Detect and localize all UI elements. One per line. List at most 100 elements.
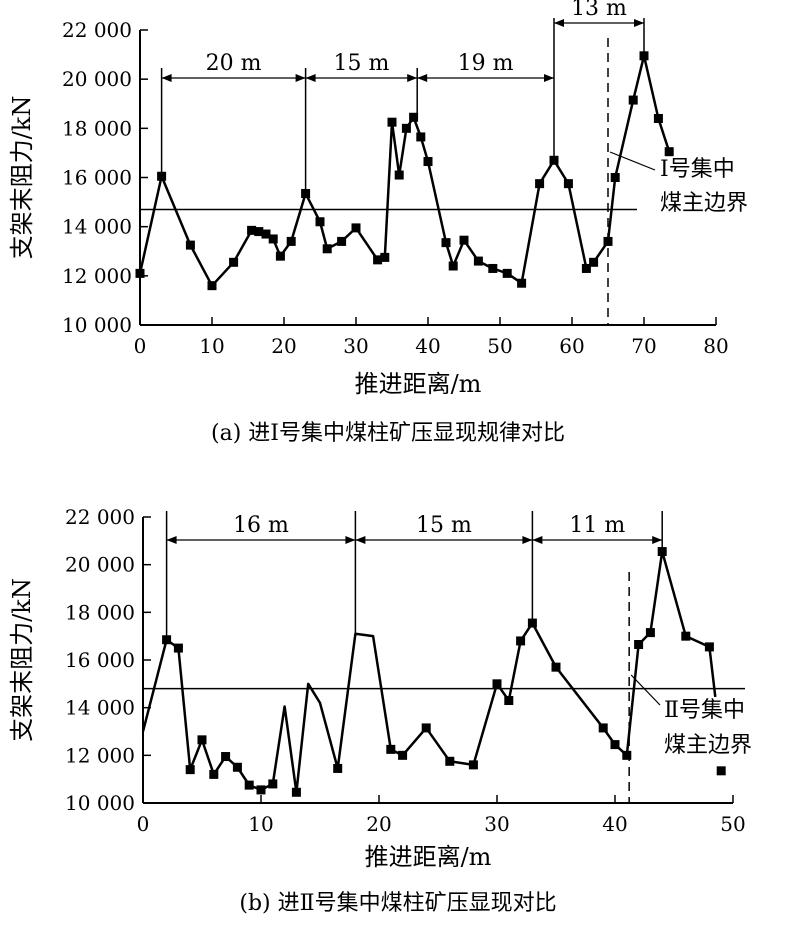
span-label: 11 m (569, 513, 625, 538)
y-tick-label: 22 000 (65, 505, 135, 529)
data-point (716, 766, 726, 776)
data-point (421, 723, 431, 733)
y-tick-label: 12 000 (65, 743, 135, 767)
data-point (301, 188, 311, 198)
y-tick-label: 10 000 (62, 313, 132, 337)
x-tick-label: 0 (134, 334, 147, 358)
data-point (603, 236, 613, 246)
data-point (409, 112, 419, 122)
data-point (551, 662, 561, 672)
data-point (157, 171, 167, 181)
data-point (517, 278, 527, 288)
y-tick-label: 10 000 (65, 791, 135, 815)
span-arrowhead-right (345, 536, 356, 544)
data-point (135, 268, 145, 278)
y-tick-label: 18 000 (62, 116, 132, 140)
data-point (221, 752, 231, 762)
boundary-label: 煤主边界 (660, 191, 748, 216)
span-arrowhead-right (634, 19, 644, 27)
data-point (268, 779, 278, 789)
data-point (459, 235, 469, 245)
y-axis-title: 支架末阻力/kN (8, 96, 36, 260)
x-axis-title: 推进距离/m (365, 843, 492, 871)
data-point (291, 787, 301, 797)
data-point (373, 255, 383, 265)
span-arrowhead-left (161, 74, 172, 82)
span-arrowhead-right (407, 74, 418, 82)
y-tick-label: 22 000 (62, 18, 132, 42)
data-point (704, 642, 714, 652)
data-point (622, 750, 632, 760)
y-tick-label: 18 000 (65, 600, 135, 624)
data-point (247, 225, 257, 235)
chart-b: 10 000 12 000 14 000 16 000 18 000 20 000 22 0… (8, 505, 752, 916)
data-point (473, 256, 483, 266)
data-point (322, 244, 332, 254)
span-arrowhead-left (355, 536, 366, 544)
data-point (333, 763, 343, 773)
data-point (504, 696, 514, 706)
chart-a: 10 000 12 000 14 000 16 000 18 000 20 000 22 0… (8, 0, 748, 446)
data-point (468, 760, 478, 770)
x-tick-label: 70 (631, 334, 656, 358)
data-point (401, 123, 411, 133)
data-point (441, 238, 451, 248)
x-tick-label: 80 (703, 334, 728, 358)
boundary-leader (609, 151, 656, 171)
data-point (351, 223, 361, 233)
data-point (315, 217, 325, 227)
data-point (653, 114, 663, 123)
span-label: 19 m (458, 51, 514, 76)
data-point (386, 744, 396, 754)
x-tick-label: 0 (137, 812, 150, 836)
x-tick-label: 60 (559, 334, 584, 358)
data-point (387, 117, 397, 127)
series-line (138, 54, 671, 287)
x-tick-label: 30 (343, 334, 368, 358)
x-tick-label: 10 (199, 334, 224, 358)
data-point (681, 631, 691, 641)
data-point (394, 170, 404, 180)
span-arrowhead-right (652, 536, 663, 544)
data-point (268, 234, 278, 244)
figure-caption: (a) 进Ⅰ号集中煤柱矿压显现规律对比 (211, 421, 565, 446)
y-tick-label: 20 000 (65, 553, 135, 577)
data-point (173, 643, 183, 653)
data-point (398, 750, 408, 760)
x-tick-label: 40 (415, 334, 440, 358)
data-point (275, 251, 285, 261)
y-tick-label: 20 000 (62, 67, 132, 91)
x-tick-label: 20 (271, 334, 296, 358)
y-axis-title: 支架末阻力/kN (8, 578, 36, 742)
data-point (244, 780, 254, 790)
x-tick-label: 10 (248, 812, 273, 836)
data-point (162, 635, 172, 645)
span-label: 15 m (416, 513, 472, 538)
data-point (516, 636, 526, 646)
data-point (254, 227, 264, 237)
data-point (549, 155, 559, 165)
span-arrowhead-left (166, 536, 177, 544)
x-tick-label: 30 (484, 812, 509, 836)
data-point (337, 236, 347, 246)
data-point (261, 229, 271, 239)
x-tick-label: 50 (720, 812, 745, 836)
data-point (209, 769, 219, 779)
span-label: 15 m (333, 51, 389, 76)
data-point (581, 263, 591, 273)
y-tick-label: 12 000 (62, 264, 132, 288)
data-point (492, 679, 502, 689)
data-point (589, 257, 599, 267)
data-point (502, 268, 512, 278)
data-point (634, 640, 644, 650)
boundary-label: 煤主边界 (664, 733, 752, 758)
boundary-label: Ⅰ号集中 (660, 157, 735, 182)
data-point (639, 51, 649, 61)
data-point (610, 173, 620, 182)
data-point (185, 765, 195, 775)
data-point (448, 261, 458, 271)
data-point (535, 179, 545, 189)
y-tick-label: 16 000 (65, 648, 135, 672)
x-tick-label: 50 (487, 334, 512, 358)
data-point (598, 723, 608, 733)
